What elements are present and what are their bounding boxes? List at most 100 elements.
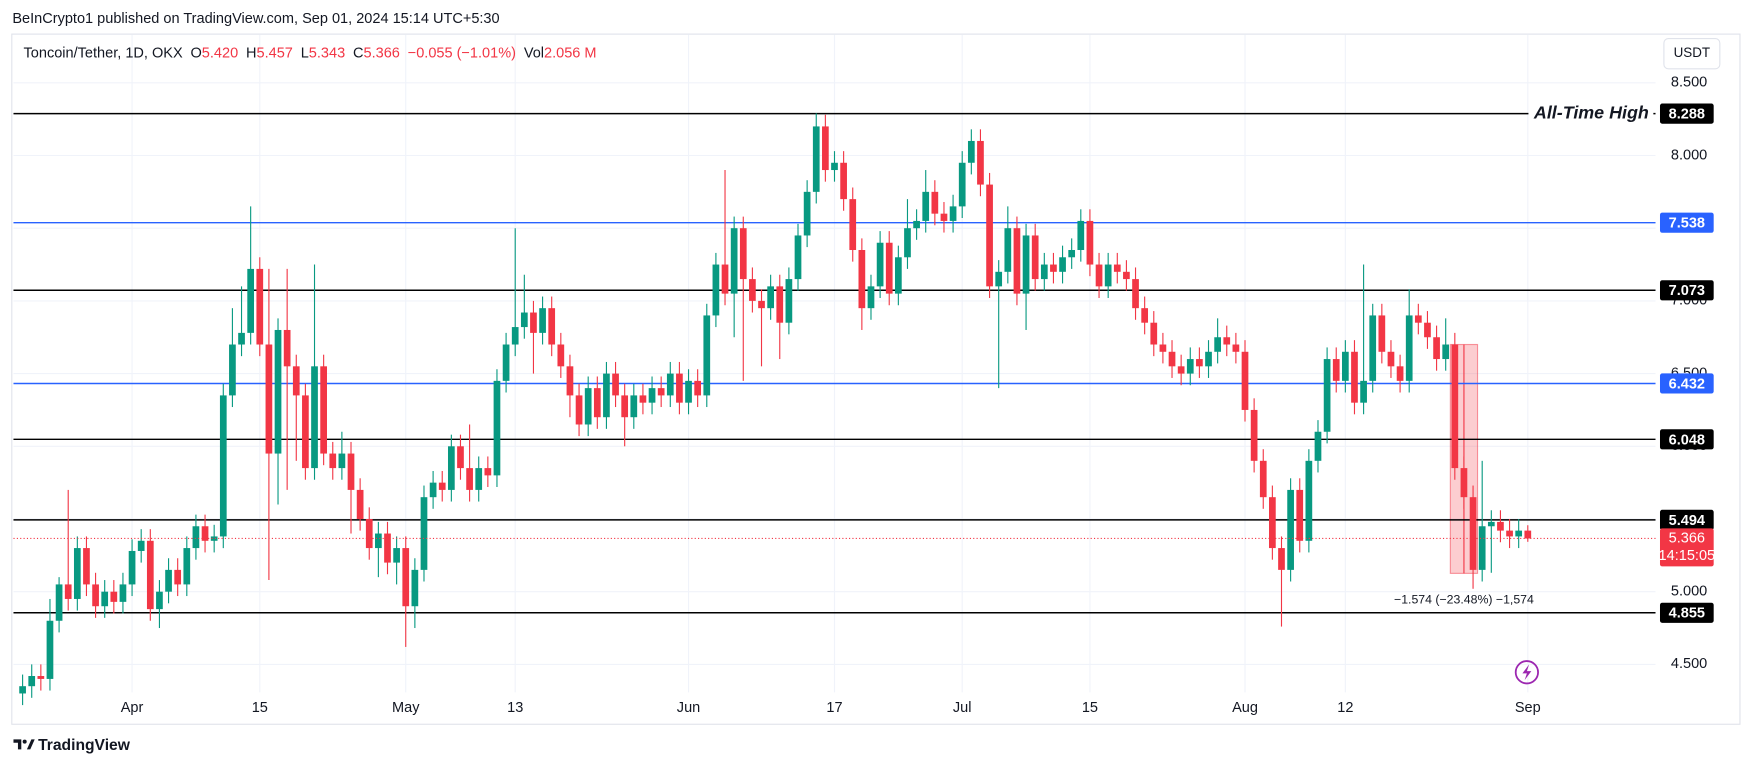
candle-body xyxy=(694,380,702,396)
candle-body xyxy=(1269,497,1276,549)
legend: Toncoin/Tether, 1D, OKX O5.420 H5.457 L5.34… xyxy=(24,46,597,62)
candle-body xyxy=(758,300,765,309)
candle-body xyxy=(1341,351,1349,381)
candle-body xyxy=(849,199,857,251)
candle-body xyxy=(183,548,191,585)
candle-body xyxy=(1059,257,1066,272)
measure-label: −1.574 (−23.48%) −1,574 xyxy=(1394,592,1534,606)
legend-symbol: Toncoin/Tether, 1D, OKX xyxy=(24,46,183,62)
x-tick-label: 12 xyxy=(1337,700,1353,716)
candle-body xyxy=(1287,489,1294,570)
candle-body xyxy=(584,388,592,425)
x-tick-label: Jul xyxy=(953,700,972,716)
candle-body xyxy=(46,620,54,679)
currency-label[interactable]: USDT xyxy=(1674,45,1710,60)
candle-body xyxy=(1205,351,1212,367)
candle-body xyxy=(347,453,355,490)
candle-body xyxy=(931,191,939,214)
level-value: 7.538 xyxy=(1669,216,1705,232)
candle-body xyxy=(411,569,419,607)
countdown: 14:15:05 xyxy=(1659,548,1716,564)
alert-icon[interactable] xyxy=(1514,660,1539,685)
candle-body xyxy=(922,191,930,221)
legend-value: 2.056 M xyxy=(544,46,597,62)
candle-body xyxy=(639,395,647,403)
candle-body xyxy=(511,327,519,345)
candle-body xyxy=(429,482,437,498)
candle-body xyxy=(447,446,455,490)
candle-body xyxy=(1278,548,1285,570)
candle-body xyxy=(1004,228,1012,272)
candle-body xyxy=(1132,279,1139,309)
y-tick-label: 5.000 xyxy=(1671,584,1707,600)
candle-body xyxy=(1214,337,1221,352)
candle-body xyxy=(1433,337,1440,360)
candle-body xyxy=(712,264,720,316)
level-value: 7.073 xyxy=(1669,283,1705,299)
y-tick-label: 8.500 xyxy=(1671,75,1707,91)
candle-body xyxy=(1040,264,1048,280)
candle-body xyxy=(55,584,63,621)
footer-logo xyxy=(13,739,35,750)
candle-body xyxy=(402,548,410,607)
legend-value: 5.366 xyxy=(364,46,400,62)
candle-body xyxy=(940,213,948,221)
legend-value: 5.457 xyxy=(257,46,293,62)
candle-body xyxy=(657,388,665,396)
candle-body xyxy=(995,271,1003,287)
candle-body xyxy=(730,228,738,294)
candle-body xyxy=(949,206,957,221)
candle-body xyxy=(1515,530,1523,537)
candle-body xyxy=(475,468,483,490)
candle-body xyxy=(1332,359,1340,381)
candle-body xyxy=(1113,264,1121,272)
plot: −1.574 (−23.48%) −1,574 xyxy=(13,112,1656,706)
legend-key: C xyxy=(353,46,364,62)
candle-body xyxy=(238,332,245,345)
candle-body xyxy=(822,126,829,171)
candle-body xyxy=(311,366,318,469)
candle-body xyxy=(904,228,911,258)
candle-body xyxy=(457,446,464,469)
candle-body xyxy=(1259,460,1267,498)
candle-body xyxy=(840,162,847,200)
candle-body xyxy=(229,344,236,396)
candle-body xyxy=(548,308,556,345)
candle-body xyxy=(1296,489,1304,541)
candle-body xyxy=(1050,264,1057,272)
currency-button[interactable] xyxy=(1663,38,1721,70)
candle-body xyxy=(575,395,583,425)
level-value: 5.494 xyxy=(1669,513,1705,529)
candle-body xyxy=(1360,380,1367,403)
legend-key: L xyxy=(301,46,309,62)
y-tick-label: 8.000 xyxy=(1671,147,1707,163)
level-tag xyxy=(1659,373,1714,394)
candle-body xyxy=(83,548,90,585)
candle-body xyxy=(703,315,711,396)
legend-key: Vol xyxy=(524,46,544,62)
candle-body xyxy=(666,373,674,396)
legend-change: −0.055 (−1.01%) xyxy=(408,46,516,62)
last-price-tag xyxy=(1659,528,1714,567)
candle-body xyxy=(867,286,875,309)
candle-body xyxy=(676,373,683,403)
candle-body xyxy=(302,395,309,469)
candle-body xyxy=(1150,322,1158,345)
candle-body xyxy=(1123,271,1130,280)
candle-body xyxy=(593,388,601,418)
candle-body xyxy=(1314,431,1322,461)
candle-body xyxy=(201,526,209,541)
candle-body xyxy=(776,286,784,323)
candle-body xyxy=(1396,366,1404,381)
x-tick-label: Jun xyxy=(677,700,700,716)
level-tag xyxy=(1659,509,1714,530)
candle-body xyxy=(1095,264,1103,287)
candle-body xyxy=(812,126,820,192)
candle-body xyxy=(794,235,802,280)
candle-body xyxy=(539,308,546,333)
legend-key: H xyxy=(246,46,256,62)
candle-body xyxy=(530,312,537,333)
candle-body xyxy=(210,536,218,541)
candle-body xyxy=(438,482,446,490)
